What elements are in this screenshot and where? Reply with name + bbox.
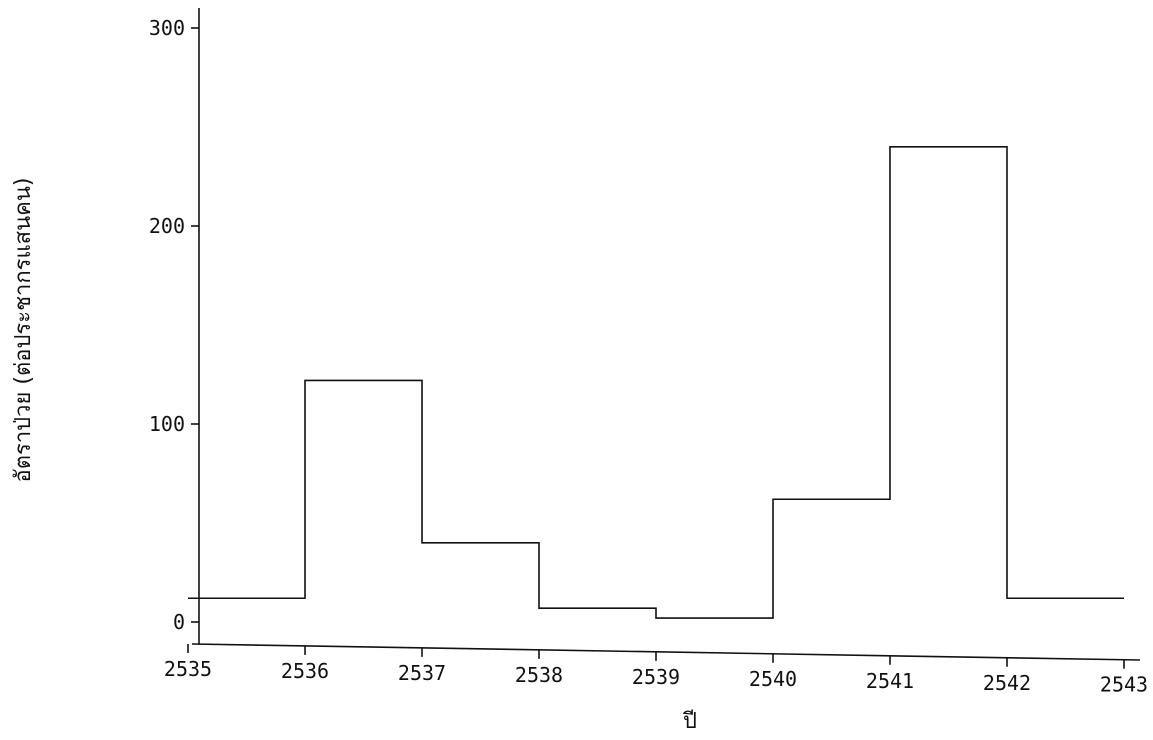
y-tick-label: 100	[149, 412, 185, 436]
x-tick-label: 2535	[164, 657, 212, 681]
y-tick-label: 0	[173, 610, 185, 634]
x-tick-label: 2538	[515, 663, 563, 687]
x-tick-label: 2543	[1100, 673, 1148, 697]
y-tick-label: 200	[149, 214, 185, 238]
y-axis-title: อัตราป่วย (ต่อประชากรแสนคน)	[11, 178, 36, 483]
x-tick-label: 2537	[398, 661, 446, 685]
x-tick-label: 2542	[983, 671, 1031, 695]
series-step-line	[188, 146, 1124, 619]
y-tick-label: 300	[149, 16, 185, 40]
x-axis: 2535 2536 2537 2538 2539 2540 2541 2542 2543	[164, 643, 1148, 697]
x-tick-label: 2536	[281, 659, 329, 683]
x-tick-label: 2541	[866, 669, 914, 693]
y-axis: 0 100 200 300	[149, 8, 200, 644]
x-axis-line	[191, 643, 1141, 661]
x-axis-title: ปี	[682, 709, 697, 734]
series-group	[188, 146, 1124, 619]
x-tick-label: 2540	[749, 667, 797, 691]
x-tick-label: 2539	[632, 665, 680, 689]
